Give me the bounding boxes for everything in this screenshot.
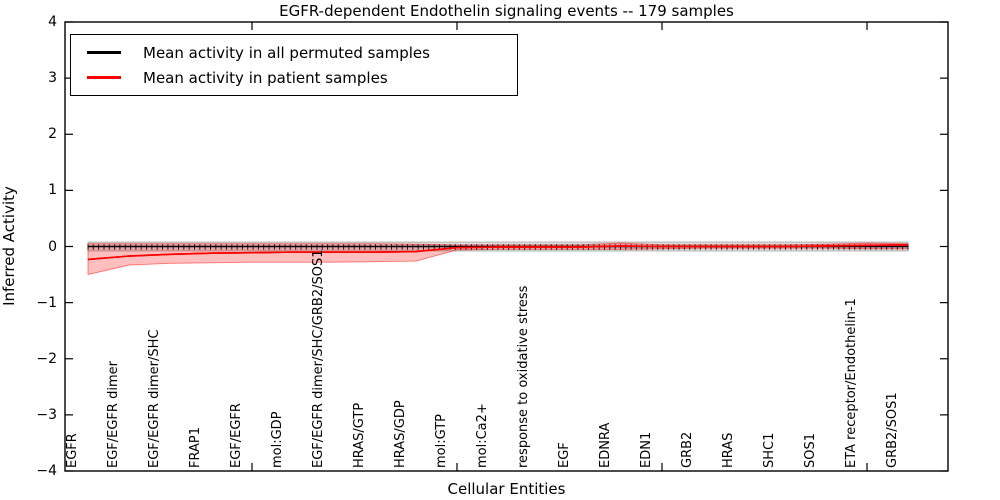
y-tick-label: 2 (48, 126, 57, 143)
x-tick-label: mol:GDP (270, 411, 285, 468)
y-tick-label: 3 (48, 70, 57, 87)
x-tick-label: SOS1 (803, 432, 818, 468)
legend-entry-patient: Mean activity in patient samples (71, 69, 517, 87)
legend-line-sample-red (87, 76, 121, 79)
x-tick-label: EGF/EGFR dimer (106, 361, 121, 468)
x-tick-label: FRAP1 (188, 427, 203, 468)
legend: Mean activity in all permuted samples Me… (70, 34, 518, 96)
x-tick-label: mol:GTP (434, 414, 449, 468)
y-tick-label: −1 (36, 294, 57, 311)
x-tick-label: GRB2/SOS1 (885, 392, 900, 468)
y-tick-label: 1 (48, 182, 57, 199)
x-tick-label: HRAS (721, 432, 736, 468)
series-line-patient-top (87, 244, 909, 261)
x-tick-label: HRAS/GTP (352, 402, 367, 468)
x-tick-label: EDN1 (639, 431, 654, 468)
x-tick-label: SHC1 (762, 432, 777, 468)
x-tick-label: EGF (557, 442, 572, 468)
y-tick-label: −3 (36, 406, 57, 423)
y-tick-label: −4 (36, 463, 57, 479)
x-tick-label: EGFR (65, 433, 80, 468)
legend-label: Mean activity in all permuted samples (143, 43, 430, 62)
y-tick-label: 0 (48, 238, 57, 255)
legend-line-sample-black (87, 51, 121, 54)
y-tick-label: −2 (36, 350, 57, 367)
x-tick-label: mol:Ca2+ (475, 403, 490, 468)
x-tick-label: EGF/EGFR dimer/SHC/GRB2/SOS1 (311, 249, 326, 469)
x-tick-label: EDNRA (598, 422, 613, 468)
x-tick-label: EGF/EGFR (229, 403, 244, 468)
x-tick-label: EGF/EGFR dimer/SHC (147, 329, 162, 468)
legend-entry-permuted: Mean activity in all permuted samples (71, 44, 517, 62)
chart-title: EGFR-dependent Endothelin signaling even… (279, 2, 734, 20)
legend-label: Mean activity in patient samples (143, 68, 388, 87)
x-tick-label: GRB2 (680, 431, 695, 468)
x-tick-label: response to oxidative stress (516, 285, 531, 468)
x-tick-label: HRAS/GDP (393, 400, 408, 468)
x-tick-label: ETA receptor/Endothelin-1 (844, 298, 859, 468)
x-axis-label: Cellular Entities (447, 480, 566, 498)
y-tick-label: 4 (48, 14, 57, 30)
